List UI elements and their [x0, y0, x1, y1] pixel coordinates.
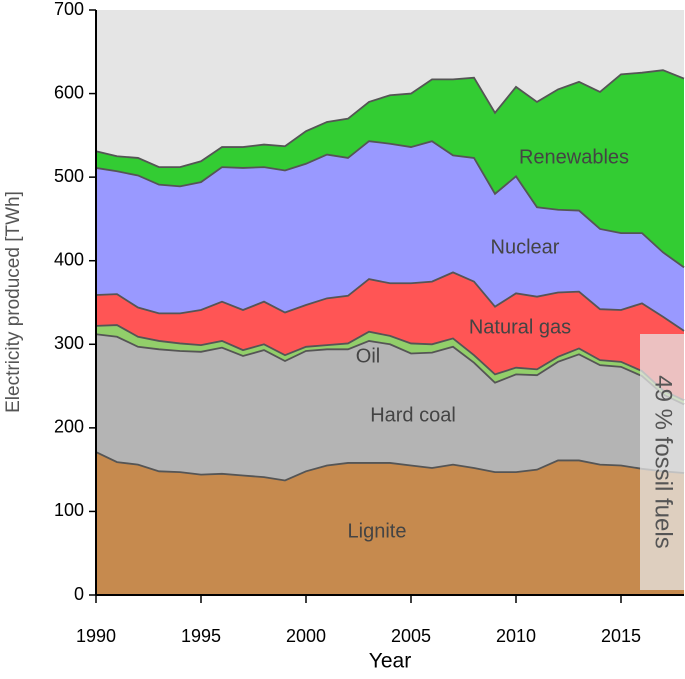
- area-outline: [95, 324, 685, 402]
- annotation: 49 % fossil fuels: [650, 375, 677, 548]
- x-tick-label: 2015: [601, 626, 641, 646]
- area: [96, 70, 684, 268]
- area: [96, 325, 684, 405]
- x-tick-label: 2000: [286, 626, 326, 646]
- y-tick-label: 100: [54, 500, 84, 520]
- x-tick-label: 1995: [181, 626, 221, 646]
- area-label: Lignite: [348, 520, 407, 542]
- y-axis-label: Electricity produced [TWh]: [3, 191, 24, 413]
- annotation-box: [640, 334, 684, 590]
- area-outline: [95, 333, 685, 406]
- area-outline: [95, 140, 685, 269]
- area: [96, 452, 684, 595]
- y-tick-label: 300: [54, 333, 84, 353]
- x-tick-label: 1990: [76, 626, 116, 646]
- area: [96, 334, 684, 481]
- area-label: Nuclear: [491, 236, 560, 258]
- area-label: Hard coal: [370, 404, 456, 426]
- area-label: Renewables: [519, 146, 629, 168]
- area-label: Oil: [356, 345, 380, 367]
- y-tick-label: 200: [54, 417, 84, 437]
- area-outline: [95, 69, 685, 169]
- x-tick-label: 2010: [496, 626, 536, 646]
- y-tick-label: 600: [54, 82, 84, 102]
- y-tick-label: 500: [54, 166, 84, 186]
- area: [96, 141, 684, 331]
- y-tick-label: 0: [74, 584, 84, 604]
- x-axis-label: Year: [369, 650, 411, 673]
- y-tick-label: 700: [54, 0, 84, 19]
- y-tick-label: 400: [54, 249, 84, 269]
- area-label: Natural gas: [469, 316, 571, 338]
- area-outline: [95, 271, 685, 332]
- x-tick-label: 2005: [391, 626, 431, 646]
- area-outline: [95, 451, 685, 482]
